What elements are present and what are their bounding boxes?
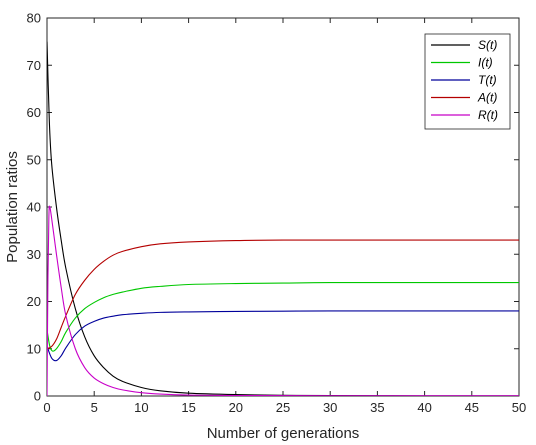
x-tick-label: 50 <box>512 400 526 415</box>
legend-label-tt: T(t) <box>478 73 497 87</box>
x-tick-label: 45 <box>465 400 479 415</box>
legend-label-st: S(t) <box>478 38 497 52</box>
x-tick-label: 15 <box>181 400 195 415</box>
legend: S(t) I(t) T(t) A(t) R(t) <box>424 33 511 130</box>
y-tick-label: 60 <box>27 105 41 120</box>
legend-label-rt: R(t) <box>478 108 498 122</box>
x-tick-label: 25 <box>276 400 290 415</box>
x-tick-label: 30 <box>323 400 337 415</box>
series-line-at <box>47 239 519 350</box>
legend-label-at: A(t) <box>477 91 497 105</box>
legend-label-it: I(t) <box>478 56 493 70</box>
legend-box <box>424 33 511 130</box>
y-tick-label: 10 <box>27 341 41 356</box>
y-tick-label: 50 <box>27 152 41 167</box>
y-axis-label: Population ratios <box>4 151 21 263</box>
y-axis: 0 10 20 30 40 50 60 70 80 <box>27 11 519 404</box>
y-tick-label: 30 <box>27 247 41 262</box>
x-tick-label: 10 <box>134 400 148 415</box>
x-tick-label: 5 <box>91 400 98 415</box>
y-tick-label: 40 <box>27 200 41 215</box>
series-line-tt <box>47 310 519 362</box>
series-line-rt <box>47 205 519 396</box>
y-tick-label: 70 <box>27 58 41 73</box>
x-axis: 0 5 10 15 20 25 30 35 40 45 50 <box>43 18 526 415</box>
y-tick-label: 80 <box>27 11 41 26</box>
x-tick-label: 40 <box>417 400 431 415</box>
x-tick-label: 0 <box>43 400 50 415</box>
x-tick-label: 35 <box>370 400 384 415</box>
series-line-it <box>47 282 519 352</box>
series-layer <box>47 41 519 396</box>
x-tick-label: 20 <box>229 400 243 415</box>
y-tick-label: 20 <box>27 294 41 309</box>
y-tick-label: 0 <box>34 389 41 404</box>
x-axis-label: Number of generations <box>207 425 360 442</box>
